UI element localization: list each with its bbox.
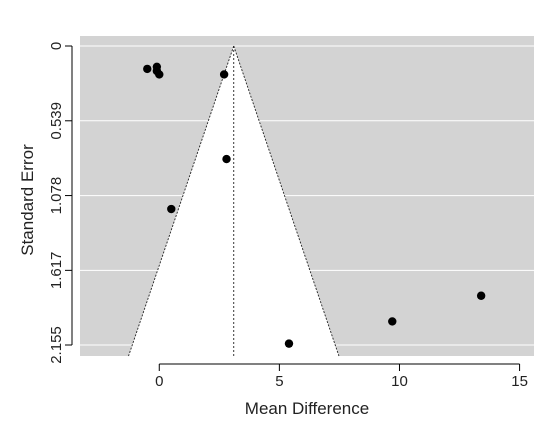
study-point-3: [155, 70, 164, 79]
x-tick-label-0: 0: [155, 373, 163, 390]
y-tick-label-4: 2.155: [48, 326, 65, 364]
study-point-4: [219, 70, 229, 79]
x-axis: 0 5 10 15: [155, 363, 528, 390]
x-tick-label-1: 5: [275, 373, 283, 390]
study-point-9: [476, 291, 486, 300]
x-axis-title: Mean Difference: [245, 399, 369, 418]
study-point-0: [143, 64, 152, 74]
x-tick-label-3: 15: [511, 373, 528, 390]
y-tick-label-1: 0.539: [48, 102, 65, 140]
funnel-region: [128, 46, 339, 356]
y-axis: 0 0.539 1.078 1.617 2.155: [48, 42, 73, 364]
plot-panel: [80, 36, 534, 357]
study-point-8: [388, 317, 397, 326]
x-tick-label-2: 10: [391, 373, 408, 390]
study-point-6: [167, 204, 176, 214]
y-tick-label-0: 0: [48, 42, 65, 50]
y-tick-label-3: 1.617: [48, 252, 65, 290]
study-point-7: [284, 339, 294, 348]
y-tick-label-2: 1.078: [48, 177, 65, 215]
study-point-5: [222, 154, 231, 164]
y-axis-title: Standard Error: [18, 144, 37, 256]
